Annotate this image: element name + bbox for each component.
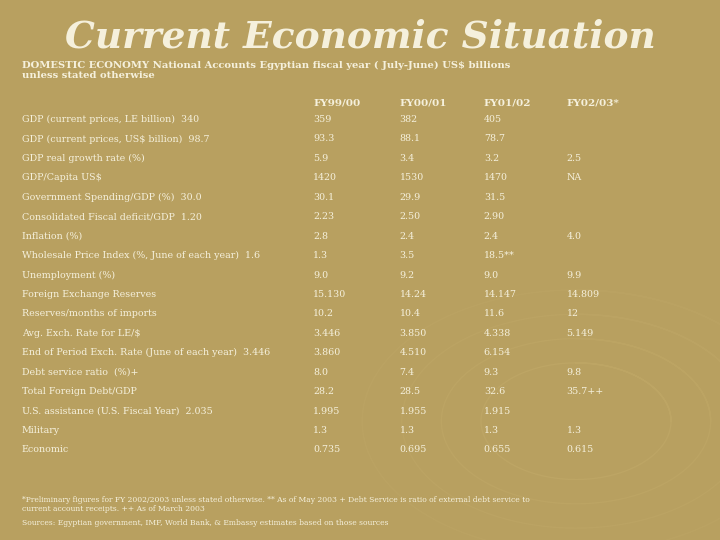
- Text: 9.2: 9.2: [400, 271, 415, 280]
- Text: 1.3: 1.3: [313, 251, 328, 260]
- Text: 3.850: 3.850: [400, 329, 427, 338]
- Text: GDP (current prices, US$ billion)  98.7: GDP (current prices, US$ billion) 98.7: [22, 134, 209, 144]
- Text: 1.955: 1.955: [400, 407, 427, 416]
- Text: Sources: Egyptian government, IMF, World Bank, & Embassy estimates based on thos: Sources: Egyptian government, IMF, World…: [22, 519, 388, 528]
- Text: Reserves/months of imports: Reserves/months of imports: [22, 309, 156, 319]
- Text: 1.3: 1.3: [313, 426, 328, 435]
- Text: FY02/03*: FY02/03*: [567, 98, 619, 107]
- Text: 5.9: 5.9: [313, 154, 328, 163]
- Text: 10.4: 10.4: [400, 309, 420, 319]
- Text: 0.615: 0.615: [567, 446, 594, 455]
- Text: 1.915: 1.915: [484, 407, 511, 416]
- Text: 2.23: 2.23: [313, 212, 334, 221]
- Text: 4.510: 4.510: [400, 348, 427, 357]
- Text: Consolidated Fiscal deficit/GDP  1.20: Consolidated Fiscal deficit/GDP 1.20: [22, 212, 202, 221]
- Text: Current Economic Situation: Current Economic Situation: [65, 19, 655, 56]
- Text: 11.6: 11.6: [484, 309, 505, 319]
- Text: 31.5: 31.5: [484, 193, 505, 202]
- Text: FY01/02: FY01/02: [484, 98, 531, 107]
- Text: 1470: 1470: [484, 173, 508, 183]
- Text: DOMESTIC ECONOMY National Accounts Egyptian fiscal year ( July-June) US$ billion: DOMESTIC ECONOMY National Accounts Egypt…: [22, 60, 510, 80]
- Text: 1.3: 1.3: [567, 426, 582, 435]
- Text: 14.24: 14.24: [400, 290, 426, 299]
- Text: 14.809: 14.809: [567, 290, 600, 299]
- Text: 3.4: 3.4: [400, 154, 415, 163]
- Text: 3.2: 3.2: [484, 154, 499, 163]
- Text: 1530: 1530: [400, 173, 424, 183]
- Text: 35.7++: 35.7++: [567, 387, 604, 396]
- Text: 9.0: 9.0: [484, 271, 499, 280]
- Text: 2.4: 2.4: [484, 232, 499, 241]
- Text: 10.2: 10.2: [313, 309, 334, 319]
- Text: 9.8: 9.8: [567, 368, 582, 377]
- Text: 4.338: 4.338: [484, 329, 511, 338]
- Text: 1.995: 1.995: [313, 407, 341, 416]
- Text: 7.4: 7.4: [400, 368, 415, 377]
- Text: 0.655: 0.655: [484, 446, 511, 455]
- Text: 28.5: 28.5: [400, 387, 420, 396]
- Text: 2.5: 2.5: [567, 154, 582, 163]
- Text: 405: 405: [484, 115, 502, 124]
- Text: NA: NA: [567, 173, 582, 183]
- Text: 2.90: 2.90: [484, 212, 505, 221]
- Text: Avg. Exch. Rate for LE/$: Avg. Exch. Rate for LE/$: [22, 329, 140, 338]
- Text: 9.3: 9.3: [484, 368, 499, 377]
- Text: 3.860: 3.860: [313, 348, 341, 357]
- Text: 2.4: 2.4: [400, 232, 415, 241]
- Text: GDP real growth rate (%): GDP real growth rate (%): [22, 154, 144, 163]
- Text: 3.446: 3.446: [313, 329, 341, 338]
- Text: 1420: 1420: [313, 173, 337, 183]
- Text: 9.0: 9.0: [313, 271, 328, 280]
- Text: 93.3: 93.3: [313, 134, 335, 144]
- Text: GDP/Capita US$: GDP/Capita US$: [22, 173, 102, 183]
- Text: 1.3: 1.3: [400, 426, 415, 435]
- Text: Foreign Exchange Reserves: Foreign Exchange Reserves: [22, 290, 156, 299]
- Text: End of Period Exch. Rate (June of each year)  3.446: End of Period Exch. Rate (June of each y…: [22, 348, 270, 357]
- Text: Wholesale Price Index (%, June of each year)  1.6: Wholesale Price Index (%, June of each y…: [22, 251, 260, 260]
- Text: 32.6: 32.6: [484, 387, 505, 396]
- Text: *Preliminary figures for FY 2002/2003 unless stated otherwise. ** As of May 2003: *Preliminary figures for FY 2002/2003 un…: [22, 496, 529, 513]
- Text: Military: Military: [22, 426, 60, 435]
- Text: 28.2: 28.2: [313, 387, 334, 396]
- Text: U.S. assistance (U.S. Fiscal Year)  2.035: U.S. assistance (U.S. Fiscal Year) 2.035: [22, 407, 212, 416]
- Text: Economic: Economic: [22, 446, 69, 455]
- Text: 6.154: 6.154: [484, 348, 511, 357]
- Text: 382: 382: [400, 115, 418, 124]
- Text: FY00/01: FY00/01: [400, 98, 447, 107]
- Text: 29.9: 29.9: [400, 193, 421, 202]
- Text: Government Spending/GDP (%)  30.0: Government Spending/GDP (%) 30.0: [22, 193, 201, 202]
- Text: 30.1: 30.1: [313, 193, 334, 202]
- Text: 14.147: 14.147: [484, 290, 517, 299]
- Text: 1.3: 1.3: [484, 426, 499, 435]
- Text: GDP (current prices, LE billion)  340: GDP (current prices, LE billion) 340: [22, 115, 199, 124]
- Text: Total Foreign Debt/GDP: Total Foreign Debt/GDP: [22, 387, 137, 396]
- Text: 0.735: 0.735: [313, 446, 341, 455]
- Text: 5.149: 5.149: [567, 329, 594, 338]
- Text: 8.0: 8.0: [313, 368, 328, 377]
- Text: 9.9: 9.9: [567, 271, 582, 280]
- Text: 0.695: 0.695: [400, 446, 427, 455]
- Text: 18.5**: 18.5**: [484, 251, 515, 260]
- Text: 359: 359: [313, 115, 332, 124]
- Text: 4.0: 4.0: [567, 232, 582, 241]
- Text: FY99/00: FY99/00: [313, 98, 361, 107]
- Text: 78.7: 78.7: [484, 134, 505, 144]
- Text: 2.8: 2.8: [313, 232, 328, 241]
- Text: 12: 12: [567, 309, 579, 319]
- Text: 88.1: 88.1: [400, 134, 420, 144]
- Text: 2.50: 2.50: [400, 212, 420, 221]
- Text: Inflation (%): Inflation (%): [22, 232, 82, 241]
- Text: Unemployment (%): Unemployment (%): [22, 271, 114, 280]
- Text: Debt service ratio  (%)+: Debt service ratio (%)+: [22, 368, 138, 377]
- Text: 15.130: 15.130: [313, 290, 346, 299]
- Text: 3.5: 3.5: [400, 251, 415, 260]
